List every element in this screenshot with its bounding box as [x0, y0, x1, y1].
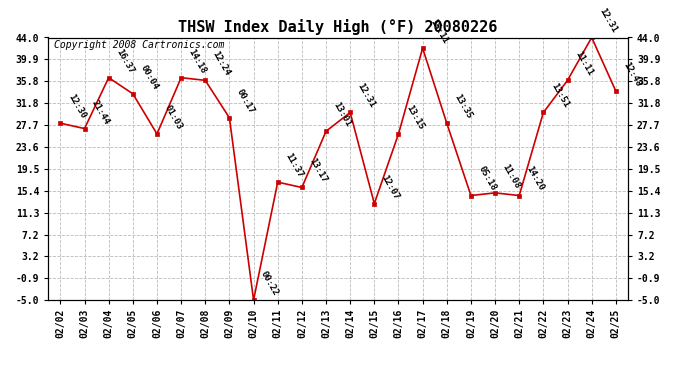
Text: 21:44: 21:44: [90, 98, 111, 126]
Text: 13:35: 13:35: [453, 93, 473, 120]
Text: 12:31: 12:31: [356, 82, 377, 110]
Text: 14:18: 14:18: [187, 47, 208, 75]
Text: 00:22: 00:22: [259, 270, 280, 297]
Text: 13:17: 13:17: [308, 157, 328, 185]
Text: 13:51: 13:51: [549, 82, 570, 110]
Text: 11:08: 11:08: [501, 162, 522, 190]
Text: 00:17: 00:17: [235, 87, 256, 115]
Text: 13:01: 13:01: [332, 101, 353, 129]
Text: 15:11: 15:11: [428, 18, 449, 45]
Text: 13:15: 13:15: [404, 104, 425, 131]
Text: 12:48: 12:48: [622, 60, 642, 88]
Text: Copyright 2008 Cartronics.com: Copyright 2008 Cartronics.com: [54, 40, 224, 50]
Text: 11:11: 11:11: [573, 50, 594, 78]
Text: 05:18: 05:18: [477, 165, 497, 193]
Text: 00:04: 00:04: [139, 63, 159, 91]
Text: 01:03: 01:03: [163, 104, 184, 131]
Text: 11:37: 11:37: [284, 152, 304, 179]
Text: 16:37: 16:37: [115, 47, 135, 75]
Text: 14:20: 14:20: [525, 165, 546, 193]
Title: THSW Index Daily High (°F) 20080226: THSW Index Daily High (°F) 20080226: [179, 19, 497, 35]
Text: 12:30: 12:30: [66, 93, 87, 120]
Text: 12:07: 12:07: [380, 173, 401, 201]
Text: 12:31: 12:31: [598, 7, 618, 35]
Text: 12:24: 12:24: [211, 50, 232, 78]
